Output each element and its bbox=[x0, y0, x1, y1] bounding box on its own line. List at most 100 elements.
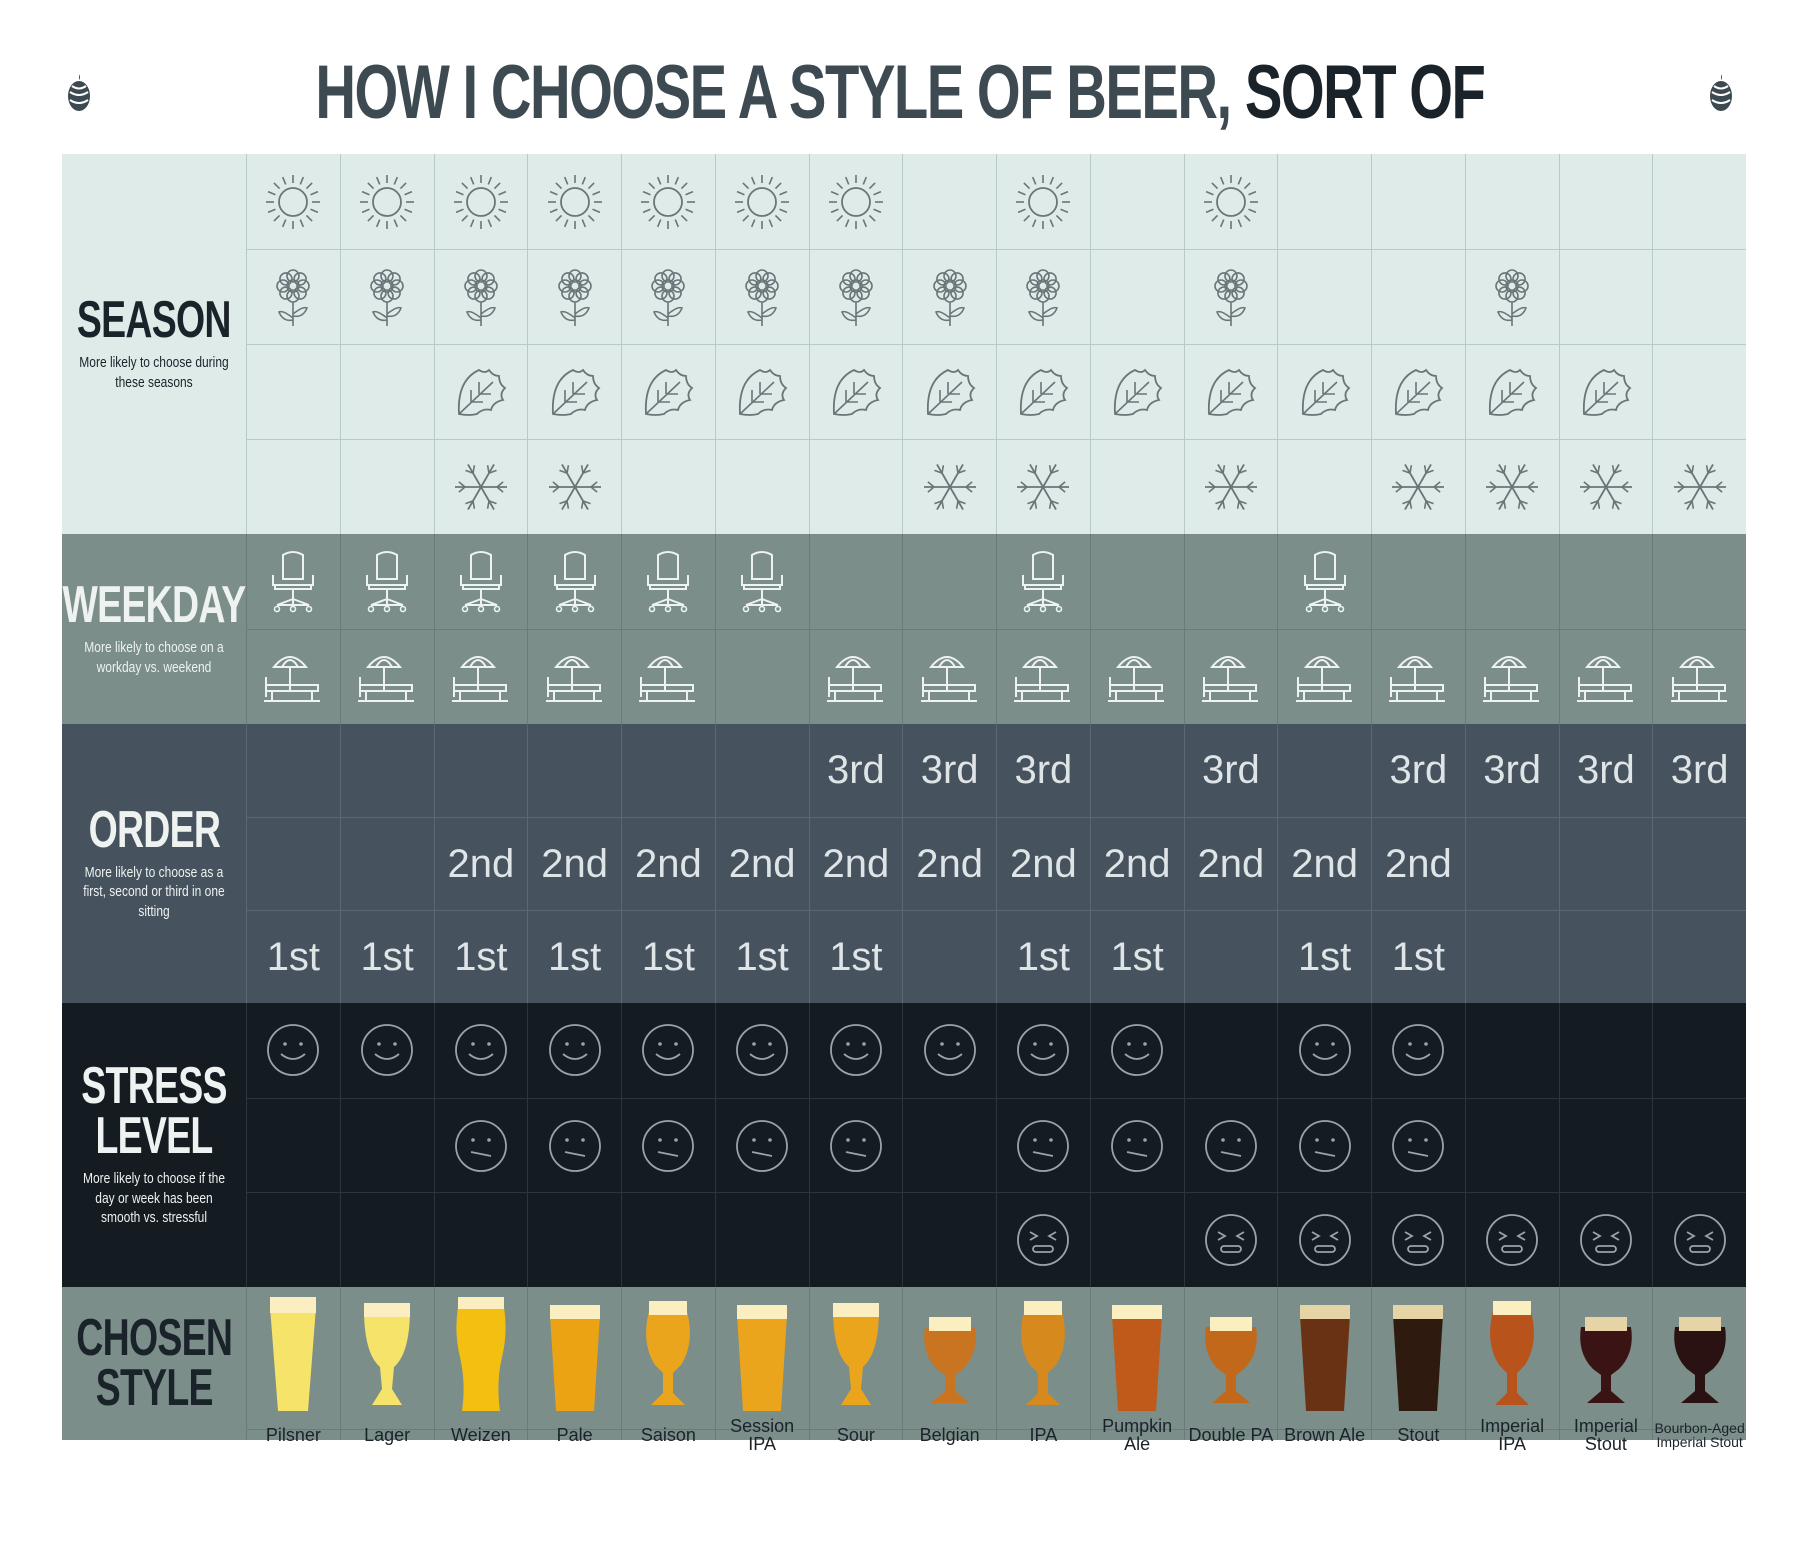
office-chair-icon bbox=[459, 550, 502, 612]
weekday-cell bbox=[996, 534, 1090, 629]
weekday-cell bbox=[433, 629, 528, 724]
order-value: 2nd bbox=[447, 841, 515, 886]
order-desc: More likely to choose as a first, second… bbox=[83, 863, 225, 920]
beer-glass-icon bbox=[270, 1297, 317, 1411]
season-cell bbox=[433, 154, 528, 249]
weekday-cell bbox=[1183, 629, 1278, 724]
chosen-cell bbox=[1089, 1287, 1184, 1440]
order-value: 3rd bbox=[1483, 748, 1542, 792]
weekday-cell bbox=[714, 629, 809, 724]
beer-style-name: Sour bbox=[808, 1426, 903, 1444]
order-cell: 2nd bbox=[714, 817, 809, 910]
weekday-cell bbox=[1183, 534, 1278, 629]
order-cell bbox=[1464, 910, 1559, 1003]
weekday-cell bbox=[1652, 534, 1746, 629]
season-band bbox=[62, 154, 1746, 534]
season-cell bbox=[246, 344, 340, 439]
title-text: HOW I CHOOSE A STYLE OF BEER, SORT OF bbox=[315, 55, 1486, 131]
office-chair-icon bbox=[1022, 550, 1065, 612]
weekday-cell bbox=[1089, 534, 1184, 629]
stress-cell bbox=[1652, 1003, 1746, 1098]
beer-style-name: Imperial Stout bbox=[1558, 1417, 1653, 1453]
stress-cell bbox=[1089, 1192, 1184, 1288]
weekday-cell bbox=[996, 629, 1090, 724]
beer-glass-icon bbox=[549, 1305, 600, 1411]
stress-cell bbox=[714, 1003, 809, 1098]
order-cell: 3rd bbox=[902, 724, 996, 817]
page-title: HOW I CHOOSE A STYLE OF BEER, SORT OF bbox=[0, 38, 1800, 148]
stress-cell bbox=[1277, 1097, 1371, 1193]
order-cell: 2nd bbox=[1371, 817, 1465, 910]
stress-cell bbox=[902, 1003, 996, 1098]
season-cell bbox=[1277, 344, 1371, 439]
sun-icon bbox=[828, 174, 883, 229]
order-cell bbox=[527, 724, 621, 817]
leaf-icon bbox=[1301, 368, 1351, 416]
beer-style-name: Imperial IPA bbox=[1464, 1417, 1559, 1453]
order-cell: 2nd bbox=[621, 817, 715, 910]
order-cell: 3rd bbox=[1464, 724, 1559, 817]
sun-icon bbox=[1016, 174, 1071, 229]
stress-cell bbox=[527, 1003, 621, 1098]
season-cell bbox=[902, 249, 996, 344]
stress-cell bbox=[246, 1097, 340, 1193]
weekday-cell bbox=[246, 629, 340, 724]
order-value: 3rd bbox=[1201, 748, 1260, 792]
stress-cell bbox=[1652, 1192, 1746, 1288]
order-cell: 1st bbox=[714, 910, 809, 1003]
season-cell bbox=[1371, 154, 1465, 249]
flower-icon bbox=[370, 269, 404, 326]
flower-icon bbox=[464, 269, 498, 326]
order-cell bbox=[621, 724, 715, 817]
order-cell: 2nd bbox=[996, 817, 1090, 910]
chosen-cell bbox=[246, 1287, 340, 1440]
beer-glass-icon bbox=[1490, 1301, 1535, 1405]
weekday-cell bbox=[902, 629, 996, 724]
season-cell bbox=[1183, 344, 1278, 439]
season-cell bbox=[527, 439, 621, 534]
order-cell: 1st bbox=[996, 910, 1090, 1003]
season-cell bbox=[1371, 249, 1465, 344]
happy-face-icon bbox=[361, 1024, 414, 1077]
beach-chair-icon bbox=[1483, 656, 1540, 702]
chosen-cell bbox=[714, 1287, 809, 1440]
season-cell bbox=[902, 439, 996, 534]
season-cell bbox=[714, 344, 809, 439]
happy-face-icon bbox=[1392, 1024, 1445, 1077]
office-chair-icon bbox=[272, 550, 315, 612]
season-cell bbox=[1277, 439, 1371, 534]
season-cell bbox=[1652, 344, 1746, 439]
order-value: 3rd bbox=[920, 748, 979, 792]
chosen-cell bbox=[1183, 1287, 1278, 1440]
order-value: 2nd bbox=[916, 841, 983, 886]
stress-cell bbox=[1464, 1003, 1559, 1098]
happy-face-icon bbox=[1017, 1024, 1070, 1077]
stress-band bbox=[62, 1003, 1746, 1288]
order-value: 2nd bbox=[1010, 841, 1077, 886]
order-value: 1st bbox=[641, 934, 696, 979]
season-cell bbox=[996, 439, 1090, 534]
order-value: 1st bbox=[1110, 934, 1164, 979]
season-cell bbox=[1558, 154, 1653, 249]
stress-cell bbox=[621, 1003, 715, 1098]
season-cell bbox=[808, 344, 903, 439]
office-chair-icon bbox=[647, 550, 690, 612]
weekday-cell bbox=[808, 534, 903, 629]
flower-icon bbox=[557, 269, 592, 326]
snowflake-icon bbox=[548, 464, 601, 510]
order-value: 1st bbox=[1391, 934, 1446, 979]
chosen-cell bbox=[996, 1287, 1090, 1440]
weekday-cell bbox=[1277, 534, 1371, 629]
stress-cell bbox=[527, 1192, 621, 1288]
season-cell bbox=[527, 154, 621, 249]
order-cell bbox=[1558, 910, 1653, 1003]
weekday-cell bbox=[1558, 534, 1653, 629]
happy-face-icon bbox=[829, 1024, 882, 1077]
happy-face-icon bbox=[923, 1024, 976, 1077]
sun-icon bbox=[547, 174, 602, 229]
leaf-icon bbox=[739, 368, 788, 416]
stress-cell bbox=[1277, 1003, 1371, 1098]
beer-glass-icon bbox=[1021, 1301, 1066, 1405]
order-cell bbox=[246, 817, 340, 910]
office-chair-icon bbox=[366, 550, 409, 612]
